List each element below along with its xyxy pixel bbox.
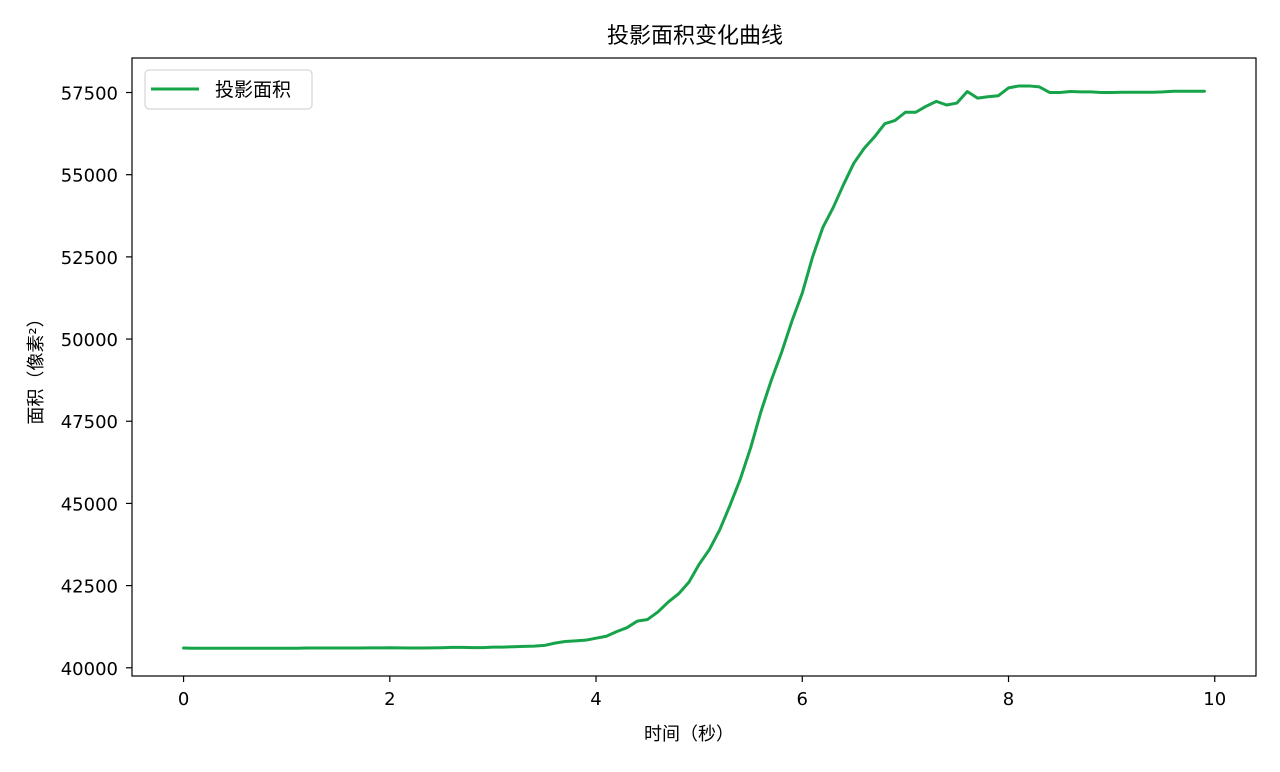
- y-tick-label: 50000: [61, 330, 118, 351]
- legend-box: [144, 69, 313, 110]
- x-tick-label: 8: [1003, 689, 1014, 710]
- x-axis-label: 时间（秒）: [644, 724, 734, 745]
- plot-axes: [131, 57, 1257, 677]
- legend-label: 投影面积: [215, 79, 291, 101]
- plot-frame: [131, 57, 1257, 677]
- x-tick-label: 4: [590, 689, 601, 710]
- series-line-0: [182, 84, 1206, 650]
- x-tick-label: 0: [178, 689, 189, 710]
- axis-ticks: 0 2 4 6 8 10 40000 42500 45000 47500 50000 52500 550…: [61, 84, 1226, 710]
- y-tick-label: 45000: [61, 494, 118, 515]
- x-tick-label: 10: [1203, 689, 1226, 710]
- plot-series: [182, 84, 1206, 650]
- x-tick-label: 2: [384, 689, 395, 710]
- y-axis-label: 面积（像素²）: [26, 309, 47, 424]
- y-tick-label: 40000: [61, 659, 118, 680]
- y-tick-label: 52500: [61, 248, 118, 269]
- y-tick-label: 47500: [61, 412, 118, 433]
- x-tick-label: 6: [797, 689, 808, 710]
- legend: 投影面积: [144, 69, 313, 110]
- y-tick-label: 57500: [61, 84, 118, 105]
- y-tick-label: 55000: [61, 166, 118, 187]
- chart-title: 投影面积变化曲线: [607, 24, 783, 49]
- y-tick-label: 42500: [61, 577, 118, 598]
